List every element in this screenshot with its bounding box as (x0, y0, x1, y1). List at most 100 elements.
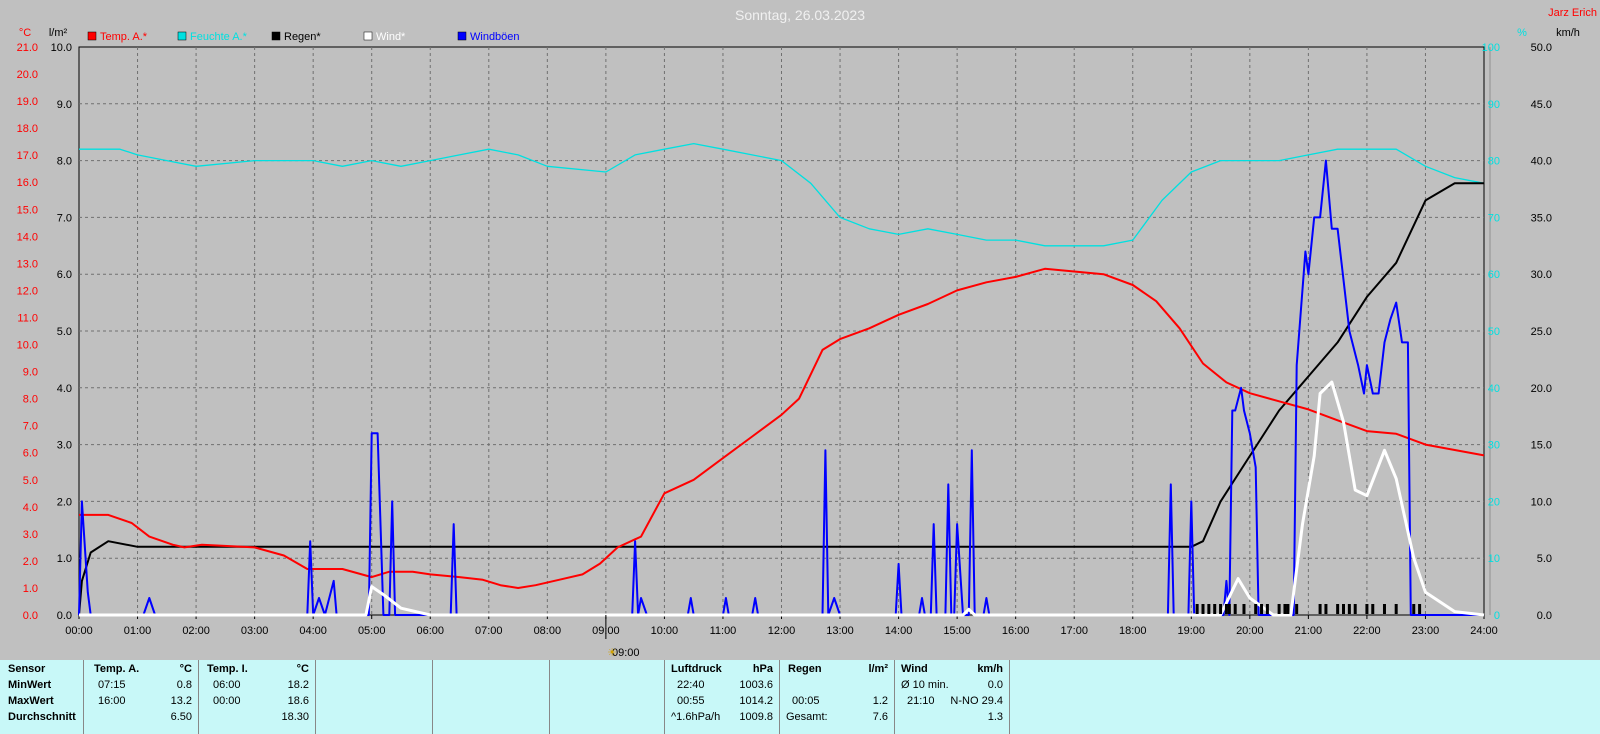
temp-i-max-time: 00:00 (213, 695, 241, 707)
x-tick-label: 00:00 (65, 625, 93, 637)
rain-event-tick (1277, 604, 1281, 614)
legend-swatch (457, 31, 467, 41)
temp-tick-label: 1.0 (23, 583, 38, 595)
temp-tick-label: 0.0 (23, 610, 38, 622)
chart-grid (78, 46, 1485, 616)
x-tick-label: 10:00 (651, 625, 679, 637)
x-tick-label: 03:00 (241, 625, 269, 637)
legend-label: Regen* (284, 31, 321, 43)
rain-event-tick (1318, 604, 1322, 614)
wind-tick-label: 45.0 (1531, 99, 1552, 111)
regen-max-value: 1.2 (872, 695, 888, 707)
legend-label: Feuchte A.* (190, 31, 248, 43)
rain-event-tick (1242, 604, 1246, 614)
temp-tick-label: 12.0 (17, 285, 38, 297)
rain-tick-label: 7.0 (57, 212, 72, 224)
legend-label: Wind* (376, 31, 406, 43)
luftdruck-min-time: 22:40 (677, 679, 705, 691)
x-tick-label: 06:00 (416, 625, 444, 637)
x-marker-label: 09:00 (612, 647, 640, 659)
temp-i-min-value: 18.2 (287, 679, 309, 691)
x-tick-label: 13:00 (826, 625, 854, 637)
stats-labels: Sensor MinWert MaxWert Durchschnitt (0, 660, 84, 734)
temp-tick-label: 20.0 (17, 69, 38, 81)
temp-i-header: Temp. I. (207, 663, 248, 675)
series-temp-a (79, 267, 1485, 589)
humidity-tick-label: 0 (1494, 610, 1500, 622)
rain-tick-label: 5.0 (57, 326, 72, 338)
rain-event-tick (1283, 604, 1287, 614)
humidity-tick-label: 40 (1488, 383, 1500, 395)
series-wind (79, 380, 1485, 617)
rain-event-tick (1371, 604, 1375, 614)
rain-event-tick (1227, 604, 1231, 614)
rain-event-tick (1233, 604, 1237, 614)
temp-a-min-value: 0.8 (176, 679, 192, 691)
humidity-tick-label: 60 (1488, 269, 1500, 281)
temp-tick-label: 10.0 (17, 340, 38, 352)
regen-total-value: 7.6 (872, 711, 888, 723)
legend-swatch (87, 31, 97, 41)
temp-a-avg-value: 6.50 (170, 711, 192, 723)
rain-tick-label: 10.0 (51, 42, 72, 54)
chart-series (78, 142, 1485, 617)
temp-tick-label: 13.0 (17, 258, 38, 270)
weather-chart: Sonntag, 26.03.2023 Jarz Erich °C l/m² %… (0, 0, 1600, 660)
chart-title: Sonntag, 26.03.2023 (735, 7, 865, 23)
temp-a-column: Temp. A. °C 07:15 0.8 16:00 13.2 6.50 (84, 660, 199, 734)
rain-event-tick (1219, 604, 1223, 614)
regen-max-time: 00:05 (792, 695, 820, 707)
rain-event-tick (1418, 604, 1422, 614)
rain-tick-label: 4.0 (57, 383, 72, 395)
time-marker: 09:00 ☀ (605, 615, 640, 659)
temp-tick-label: 14.0 (17, 231, 38, 243)
temp-a-unit: °C (179, 663, 192, 675)
rain-tick-label: 2.0 (57, 496, 72, 508)
temp-tick-label: 9.0 (23, 367, 38, 379)
wind-header: Wind (901, 663, 928, 675)
x-tick-label: 07:00 (475, 625, 503, 637)
regen-total-label: Gesamt: (786, 711, 828, 723)
temp-a-min-time: 07:15 (98, 679, 126, 691)
series-regen (78, 182, 1484, 616)
temp-tick-label: 5.0 (23, 475, 38, 487)
rain-event-tick (1213, 604, 1217, 614)
wind-tick-label: 5.0 (1537, 553, 1552, 565)
legend-swatch (177, 31, 187, 41)
wind-tick-label: 10.0 (1531, 496, 1552, 508)
luftdruck-max-time: 00:55 (677, 695, 705, 707)
temp-tick-label: 8.0 (23, 394, 38, 406)
chart-background (0, 0, 1600, 660)
temp-i-unit: °C (296, 663, 309, 675)
rain-event-tick (1382, 604, 1386, 614)
rain-axis-unit: l/m² (49, 27, 68, 39)
temp-i-max-value: 18.6 (287, 695, 309, 707)
temp-tick-label: 3.0 (23, 529, 38, 541)
rain-tick-label: 6.0 (57, 269, 72, 281)
x-tick-label: 20:00 (1236, 625, 1264, 637)
humidity-tick-label: 10 (1488, 553, 1500, 565)
temp-tick-label: 6.0 (23, 448, 38, 460)
wind-avg-value: 1.3 (987, 711, 1003, 723)
luftdruck-column: Luftdruck hPa 22:40 1003.6 00:55 1014.2 … (665, 660, 780, 734)
rain-event-tick (1324, 604, 1328, 614)
rain-tick-label: 8.0 (57, 156, 72, 168)
maxwert-label: MaxWert (8, 695, 54, 707)
wind-avg10-label: Ø 10 min. (901, 679, 949, 691)
wind-unit: km/h (977, 663, 1003, 675)
temp-a-max-value: 13.2 (170, 695, 192, 707)
x-tick-label: 19:00 (1178, 625, 1206, 637)
x-tick-label: 14:00 (885, 625, 913, 637)
x-tick-label: 17:00 (1060, 625, 1088, 637)
wind-max-value: N-NO 29.4 (950, 695, 1003, 707)
temp-tick-label: 15.0 (17, 204, 38, 216)
rain-event-tick (1201, 604, 1205, 614)
wind-axis-unit: km/h (1556, 27, 1580, 39)
wind-tick-label: 40.0 (1531, 156, 1552, 168)
temp-tick-label: 16.0 (17, 177, 38, 189)
chart-legend: Temp. A.* Feuchte A.* Regen* Wind* Windböen (87, 31, 520, 43)
temp-tick-label: 21.0 (17, 42, 38, 54)
wind-tick-label: 15.0 (1531, 440, 1552, 452)
rain-event-tick (1394, 604, 1398, 614)
temp-i-min-time: 06:00 (213, 679, 241, 691)
